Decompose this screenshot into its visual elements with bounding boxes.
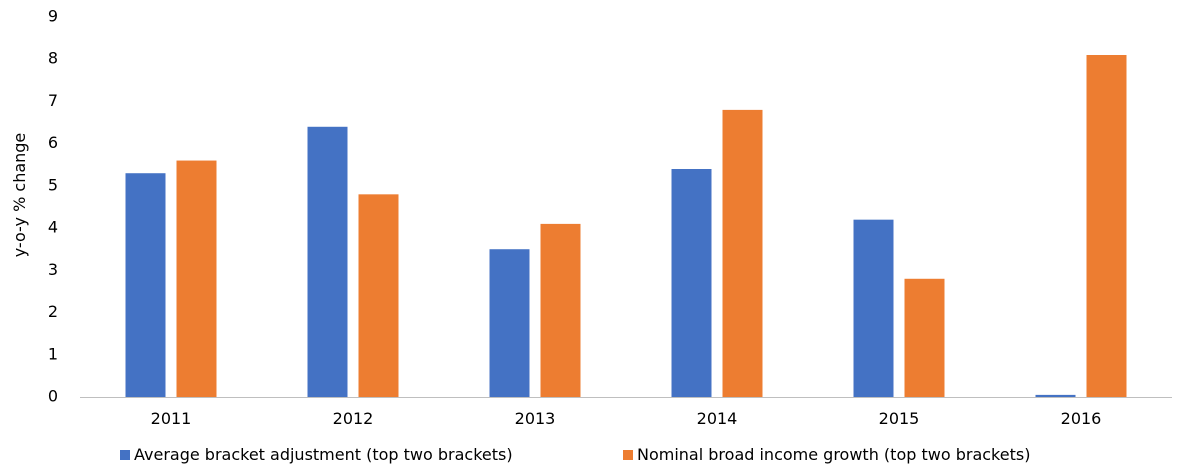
bar-bracket-adjustment-2013 [489,249,530,397]
bar-bracket-adjustment-2011 [125,173,166,397]
y-tick-label: 7 [48,91,58,110]
x-tick-label: 2012 [333,409,374,428]
bar-bracket-adjustment-2016 [1035,394,1076,397]
y-axis-ticks: 0 1 2 3 4 5 6 7 8 9 [48,7,58,406]
y-tick-label: 6 [48,133,58,152]
bar-income-growth-2015 [904,278,945,397]
legend-label: Nominal broad income growth (top two bra… [637,445,1030,464]
y-axis-title: y-o-y % change [10,133,29,258]
bar-income-growth-2011 [176,160,217,397]
y-tick-label: 4 [48,218,58,237]
legend-swatch [623,450,633,460]
y-tick-label: 9 [48,7,58,26]
bar-income-growth-2014 [722,109,763,397]
y-tick-label: 8 [48,49,58,68]
y-tick-label: 1 [48,344,58,363]
bar-income-growth-2016 [1086,55,1127,397]
x-tick-label: 2014 [697,409,738,428]
x-tick-label: 2013 [515,409,556,428]
x-tick-label: 2015 [879,409,920,428]
y-tick-label: 2 [48,302,58,321]
legend: Average bracket adjustment (top two brac… [120,445,1030,464]
bar-bracket-adjustment-2014 [671,169,712,397]
x-tick-label: 2016 [1061,409,1102,428]
bar-income-growth-2012 [358,194,399,397]
bar-series [125,55,1127,398]
x-tick-label: 2011 [151,409,192,428]
y-tick-label: 3 [48,260,58,279]
legend-label: Average bracket adjustment (top two brac… [134,445,513,464]
bar-bracket-adjustment-2012 [307,126,348,398]
x-axis-ticks: 2011 2012 2013 2014 2015 2016 [151,409,1102,428]
y-tick-label: 0 [48,387,58,406]
legend-swatch [120,450,130,460]
bar-bracket-adjustment-2015 [853,219,894,397]
y-tick-label: 5 [48,175,58,194]
bar-income-growth-2013 [540,223,581,397]
